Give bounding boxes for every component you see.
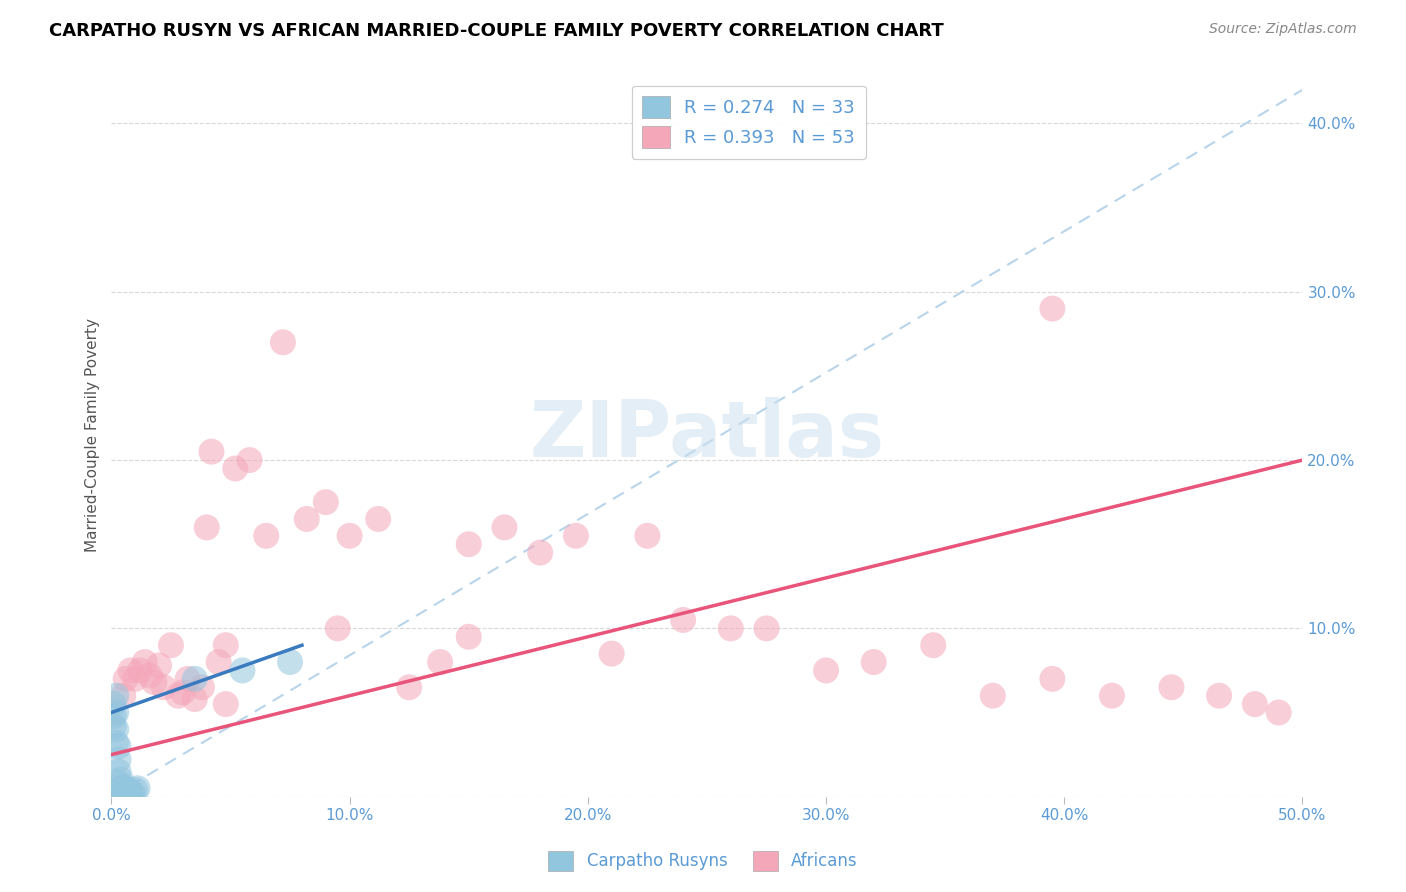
Point — [494, 520, 516, 534]
Point — [176, 672, 198, 686]
Point — [112, 689, 135, 703]
Point — [114, 783, 136, 797]
Point — [600, 647, 623, 661]
Point — [103, 697, 125, 711]
Point — [215, 697, 238, 711]
Point — [134, 655, 156, 669]
Point — [124, 672, 146, 686]
Text: CARPATHO RUSYN VS AFRICAN MARRIED-COUPLE FAMILY POVERTY CORRELATION CHART: CARPATHO RUSYN VS AFRICAN MARRIED-COUPLE… — [49, 22, 943, 40]
Point — [184, 672, 207, 686]
Point — [129, 664, 152, 678]
Point — [1040, 672, 1063, 686]
Point — [107, 764, 129, 779]
Point — [981, 689, 1004, 703]
Point — [105, 736, 128, 750]
Point — [114, 789, 136, 804]
Point — [367, 512, 389, 526]
Point — [315, 495, 337, 509]
Point — [529, 546, 551, 560]
Point — [271, 335, 294, 350]
Point — [1101, 689, 1123, 703]
Point — [112, 784, 135, 798]
Point — [457, 537, 479, 551]
Point — [172, 685, 194, 699]
Point — [1267, 706, 1289, 720]
Point — [195, 520, 218, 534]
Point — [815, 664, 838, 678]
Point — [112, 780, 135, 794]
Point — [672, 613, 695, 627]
Point — [117, 784, 139, 798]
Point — [114, 672, 136, 686]
Point — [105, 689, 128, 703]
Point — [138, 668, 160, 682]
Point — [110, 789, 132, 804]
Point — [117, 788, 139, 802]
Point — [215, 638, 238, 652]
Point — [120, 784, 142, 798]
Point — [105, 706, 128, 720]
Point — [167, 689, 190, 703]
Point — [110, 772, 132, 787]
Point — [103, 709, 125, 723]
Point — [120, 664, 142, 678]
Text: Source: ZipAtlas.com: Source: ZipAtlas.com — [1209, 22, 1357, 37]
Point — [103, 719, 125, 733]
Point — [191, 680, 214, 694]
Point — [922, 638, 945, 652]
Point — [184, 692, 207, 706]
Point — [114, 786, 136, 800]
Point — [148, 658, 170, 673]
Point — [160, 638, 183, 652]
Point — [207, 655, 229, 669]
Point — [224, 461, 246, 475]
Point — [107, 753, 129, 767]
Legend: Carpatho Rusyns, Africans: Carpatho Rusyns, Africans — [540, 842, 866, 880]
Point — [720, 621, 742, 635]
Point — [755, 621, 778, 635]
Point — [107, 739, 129, 754]
Point — [117, 783, 139, 797]
Point — [1208, 689, 1230, 703]
Legend: R = 0.274   N = 33, R = 0.393   N = 53: R = 0.274 N = 33, R = 0.393 N = 53 — [631, 86, 866, 159]
Point — [254, 529, 277, 543]
Point — [278, 655, 301, 669]
Point — [429, 655, 451, 669]
Point — [1040, 301, 1063, 316]
Point — [105, 723, 128, 737]
Point — [112, 788, 135, 802]
Point — [339, 529, 361, 543]
Point — [398, 680, 420, 694]
Point — [1243, 697, 1265, 711]
Point — [239, 453, 262, 467]
Point — [110, 781, 132, 796]
Point — [110, 784, 132, 798]
Point — [143, 675, 166, 690]
Point — [565, 529, 588, 543]
Point — [127, 781, 149, 796]
Point — [200, 444, 222, 458]
Point — [121, 786, 143, 800]
Point — [457, 630, 479, 644]
Y-axis label: Married-Couple Family Poverty: Married-Couple Family Poverty — [86, 318, 100, 552]
Point — [107, 776, 129, 790]
Point — [295, 512, 318, 526]
Point — [862, 655, 884, 669]
Text: ZIPatlas: ZIPatlas — [530, 397, 884, 473]
Point — [112, 789, 135, 804]
Point — [231, 664, 253, 678]
Point — [326, 621, 349, 635]
Point — [120, 788, 142, 802]
Point — [124, 783, 146, 797]
Point — [153, 680, 176, 694]
Point — [636, 529, 658, 543]
Point — [1160, 680, 1182, 694]
